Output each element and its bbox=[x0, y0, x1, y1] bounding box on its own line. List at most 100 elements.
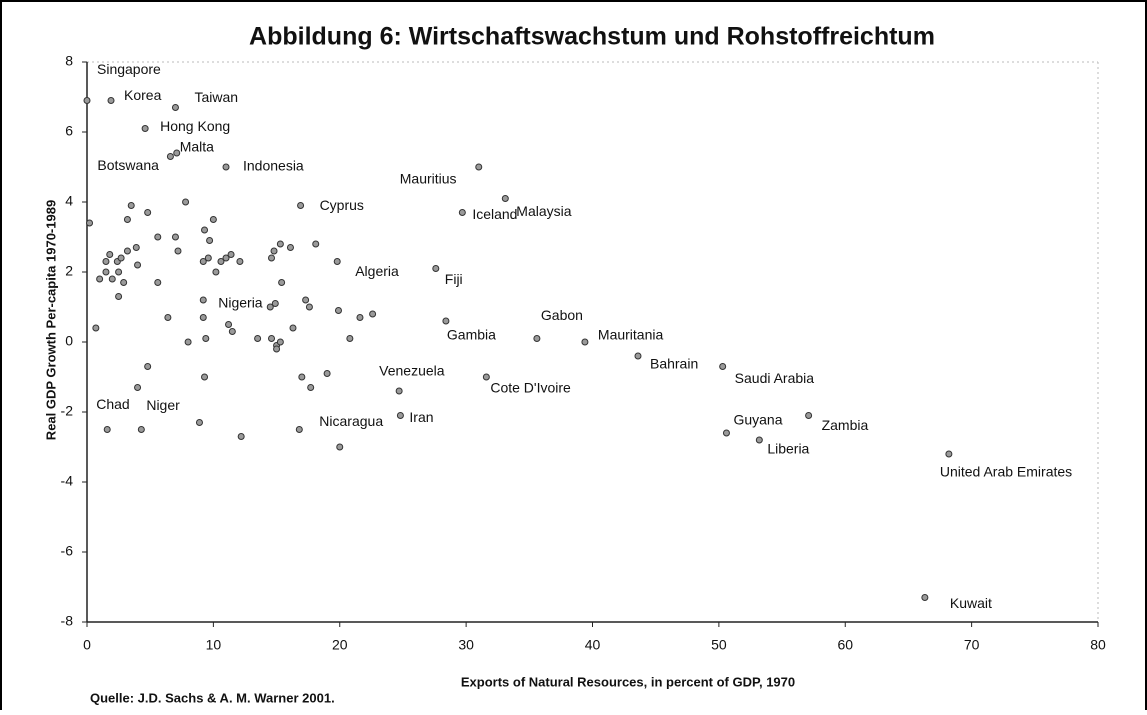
point bbox=[273, 345, 281, 353]
point bbox=[217, 258, 225, 265]
point bbox=[254, 335, 262, 342]
point bbox=[266, 303, 274, 311]
point bbox=[458, 209, 466, 216]
point-label: Malta bbox=[180, 139, 214, 155]
point-label: Cote D'Ivoire bbox=[490, 380, 571, 396]
y-tick-label: 8 bbox=[65, 53, 73, 69]
y-tick-label: 6 bbox=[65, 123, 73, 139]
point bbox=[442, 317, 450, 325]
point bbox=[137, 426, 145, 433]
x-tick-label: 40 bbox=[585, 637, 601, 653]
point-label: Cyprus bbox=[320, 197, 364, 213]
point bbox=[278, 279, 286, 286]
y-axis-label: Real GDP Growth Per-capita 1970-1989 bbox=[43, 200, 58, 440]
point bbox=[222, 254, 230, 262]
point bbox=[199, 296, 207, 304]
point bbox=[123, 247, 131, 255]
point bbox=[237, 433, 245, 440]
point-label: Korea bbox=[124, 87, 162, 103]
point bbox=[395, 387, 403, 395]
point bbox=[297, 202, 305, 209]
point bbox=[171, 104, 179, 111]
point bbox=[369, 310, 377, 318]
point-label: Botswana bbox=[97, 157, 159, 173]
x-tick-label: 50 bbox=[711, 637, 727, 653]
x-tick-label: 70 bbox=[964, 637, 980, 653]
point bbox=[268, 254, 276, 262]
point bbox=[302, 296, 310, 304]
point bbox=[92, 324, 100, 332]
point bbox=[206, 237, 214, 244]
point-label: Nicaragua bbox=[319, 413, 383, 429]
point bbox=[945, 450, 953, 458]
point bbox=[134, 384, 142, 391]
point bbox=[107, 97, 115, 104]
point bbox=[356, 314, 364, 321]
point bbox=[298, 373, 306, 381]
y-tick-label: -6 bbox=[61, 543, 74, 559]
point bbox=[212, 268, 220, 276]
point bbox=[103, 426, 111, 433]
point bbox=[134, 261, 142, 269]
point-label: Kuwait bbox=[950, 595, 992, 611]
point bbox=[334, 307, 342, 314]
point bbox=[533, 335, 541, 342]
y-tick-label: 2 bbox=[65, 263, 73, 279]
point bbox=[228, 328, 236, 335]
point bbox=[154, 279, 162, 286]
point bbox=[719, 363, 727, 370]
point bbox=[115, 293, 123, 300]
point bbox=[201, 373, 209, 381]
point bbox=[270, 247, 278, 255]
x-tick-label: 60 bbox=[837, 637, 853, 653]
point-label: Liberia bbox=[767, 441, 809, 457]
y-tick-label: 0 bbox=[65, 333, 73, 349]
point-label: Indonesia bbox=[243, 158, 304, 174]
point bbox=[96, 275, 104, 283]
point bbox=[144, 209, 152, 216]
point bbox=[227, 251, 235, 258]
point-label: Gambia bbox=[447, 327, 496, 343]
point bbox=[755, 436, 763, 444]
point bbox=[102, 268, 110, 276]
point-label: Taiwan bbox=[194, 89, 238, 105]
point bbox=[166, 153, 174, 160]
point bbox=[305, 303, 313, 311]
point-label: Zambia bbox=[822, 417, 869, 433]
x-tick-label: 30 bbox=[458, 637, 474, 653]
y-tick-label: -8 bbox=[61, 613, 74, 629]
point-label: Chad bbox=[96, 396, 129, 412]
point bbox=[199, 314, 207, 321]
point-label: Guyana bbox=[733, 412, 782, 428]
x-tick-label: 10 bbox=[206, 637, 222, 653]
point bbox=[123, 216, 131, 223]
y-tick-label: 4 bbox=[65, 193, 73, 209]
point-label: Nigeria bbox=[218, 295, 263, 311]
point bbox=[127, 202, 135, 209]
chart-title: Abbildung 6: Wirtschaftswachstum und Roh… bbox=[249, 23, 935, 51]
point bbox=[722, 429, 730, 437]
point-label: Venezuela bbox=[379, 363, 445, 379]
point bbox=[164, 314, 172, 321]
point-label: Bahrain bbox=[650, 356, 698, 372]
point bbox=[144, 363, 152, 370]
point bbox=[236, 258, 244, 265]
point bbox=[333, 258, 341, 265]
point bbox=[173, 149, 181, 157]
point bbox=[108, 275, 116, 283]
point bbox=[271, 300, 279, 307]
point bbox=[475, 163, 483, 171]
point bbox=[199, 258, 207, 265]
point bbox=[286, 244, 294, 251]
source-note: Quelle: J.D. Sachs & A. M. Warner 2001. bbox=[90, 690, 335, 705]
point bbox=[396, 412, 404, 419]
point bbox=[482, 373, 490, 381]
point-label: Mauritania bbox=[598, 327, 664, 343]
y-tick-label: -4 bbox=[61, 473, 74, 489]
point bbox=[83, 97, 91, 104]
point-label: United Arab Emirates bbox=[940, 464, 1072, 480]
point bbox=[312, 240, 320, 248]
point bbox=[115, 268, 123, 276]
point bbox=[182, 198, 190, 206]
